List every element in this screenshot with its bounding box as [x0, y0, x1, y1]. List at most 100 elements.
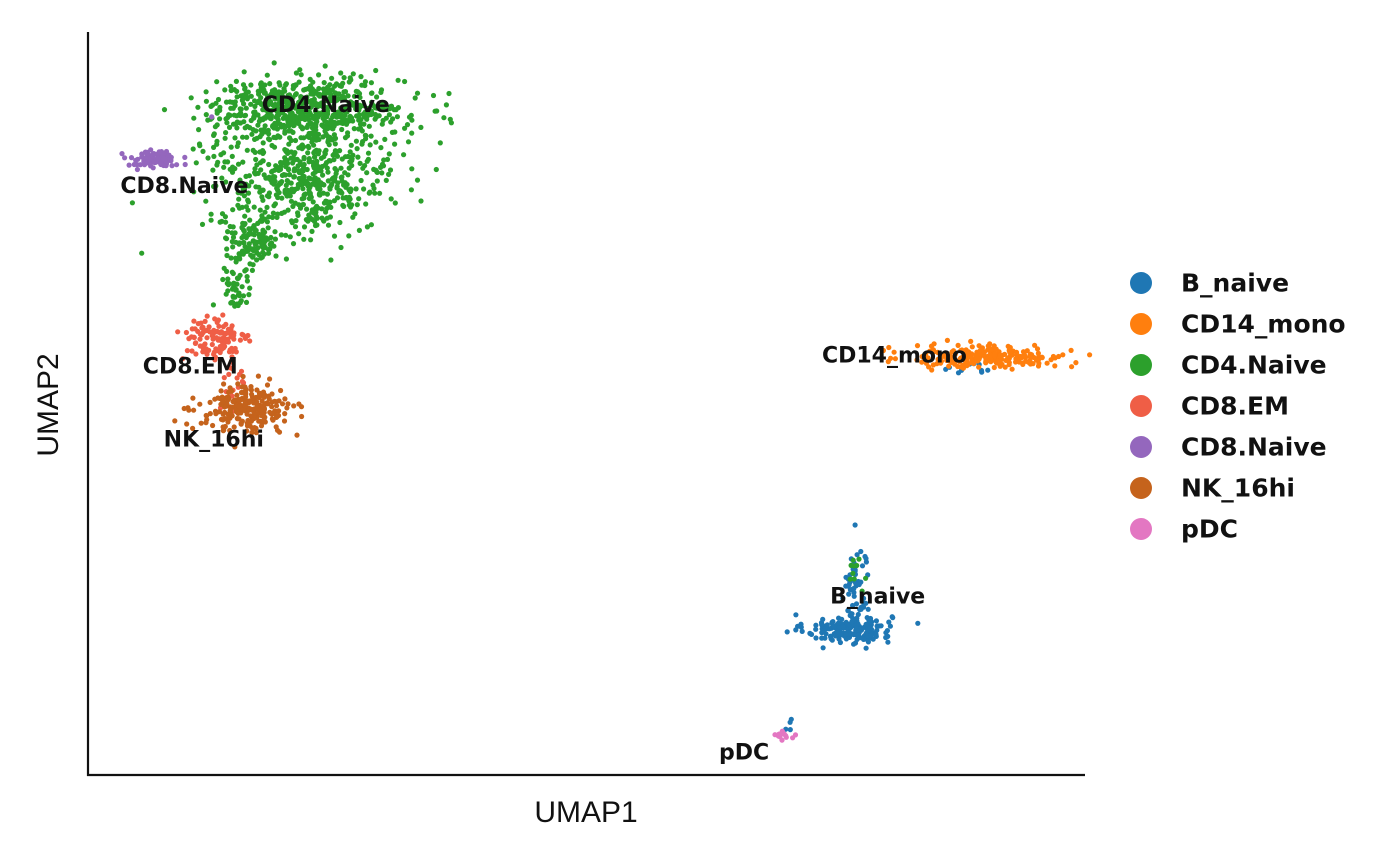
data-point [235, 202, 241, 208]
data-point [1044, 360, 1050, 366]
data-point [230, 300, 236, 306]
data-point [195, 321, 201, 327]
data-point [283, 232, 289, 238]
data-point [242, 85, 248, 91]
data-point [368, 133, 374, 139]
data-point [357, 121, 364, 127]
data-point [329, 75, 335, 81]
data-point [203, 198, 209, 204]
data-point [331, 233, 338, 239]
data-point [183, 329, 189, 336]
data-point [301, 161, 307, 168]
data-point [348, 187, 354, 193]
data-point [262, 90, 268, 96]
data-point [264, 204, 270, 210]
data-point [182, 154, 188, 160]
data-point [213, 410, 220, 416]
data-point [1027, 361, 1034, 367]
data-point [284, 405, 290, 411]
data-point [324, 87, 330, 93]
data-point [248, 117, 254, 124]
data-point [266, 161, 272, 168]
legend-marker [1130, 313, 1152, 335]
data-point [245, 199, 251, 205]
data-point [244, 274, 250, 280]
data-point [250, 426, 256, 432]
data-point [432, 108, 438, 114]
data-point [362, 163, 368, 169]
data-point [240, 373, 246, 380]
data-point [232, 135, 238, 141]
data-point [235, 302, 241, 309]
data-point [291, 174, 297, 180]
data-point [306, 175, 312, 181]
data-point [433, 166, 439, 173]
data-point [329, 176, 335, 182]
data-point [271, 203, 277, 209]
legend-marker [1130, 436, 1152, 458]
data-point [282, 147, 288, 153]
data-point [254, 257, 260, 263]
data-point [835, 620, 842, 626]
data-point [279, 98, 286, 104]
data-point [351, 93, 358, 99]
data-point [296, 401, 302, 407]
data-point [787, 719, 793, 725]
data-point [246, 226, 252, 232]
data-point [378, 164, 384, 170]
data-point [292, 186, 298, 192]
data-point [325, 96, 331, 102]
data-point [353, 138, 359, 144]
data-point [119, 151, 125, 157]
data-point [223, 179, 229, 185]
data-point [240, 293, 247, 299]
data-point [239, 331, 245, 337]
data-point [230, 293, 236, 299]
data-point [322, 63, 328, 69]
legend-label: CD8.Naive [1181, 433, 1327, 462]
data-point [364, 224, 370, 230]
cluster-label: B_naive [830, 585, 925, 610]
data-point [256, 118, 262, 124]
data-point [289, 220, 295, 226]
data-point [374, 169, 380, 175]
data-point [322, 149, 328, 155]
data-point [301, 154, 307, 161]
data-point [991, 364, 997, 371]
data-point [229, 153, 235, 159]
data-point [392, 141, 398, 147]
data-point [247, 338, 253, 344]
data-point [244, 134, 250, 140]
data-point [272, 120, 278, 126]
data-point [184, 348, 190, 354]
legend-label: CD8.EM [1181, 392, 1289, 421]
data-point [225, 229, 231, 235]
data-point [220, 399, 226, 405]
data-point [338, 174, 344, 181]
data-point [919, 354, 925, 360]
data-point [242, 248, 248, 255]
data-point [211, 132, 217, 138]
data-point [368, 222, 374, 228]
data-point [313, 164, 319, 170]
data-point [233, 287, 239, 293]
data-point [976, 364, 982, 370]
data-point [221, 381, 227, 387]
data-point [303, 181, 309, 187]
data-point [184, 421, 190, 427]
data-point [222, 135, 228, 141]
data-point [968, 338, 974, 344]
data-point [213, 183, 219, 189]
data-point [344, 119, 350, 125]
data-point [297, 67, 303, 73]
data-point [1005, 355, 1011, 362]
data-point [261, 172, 267, 178]
data-point [275, 412, 282, 419]
data-point [306, 159, 312, 165]
data-point [150, 151, 156, 157]
data-point [193, 351, 199, 357]
data-point [331, 157, 337, 163]
data-point [250, 147, 256, 153]
data-point [328, 117, 334, 123]
data-point [962, 358, 969, 365]
